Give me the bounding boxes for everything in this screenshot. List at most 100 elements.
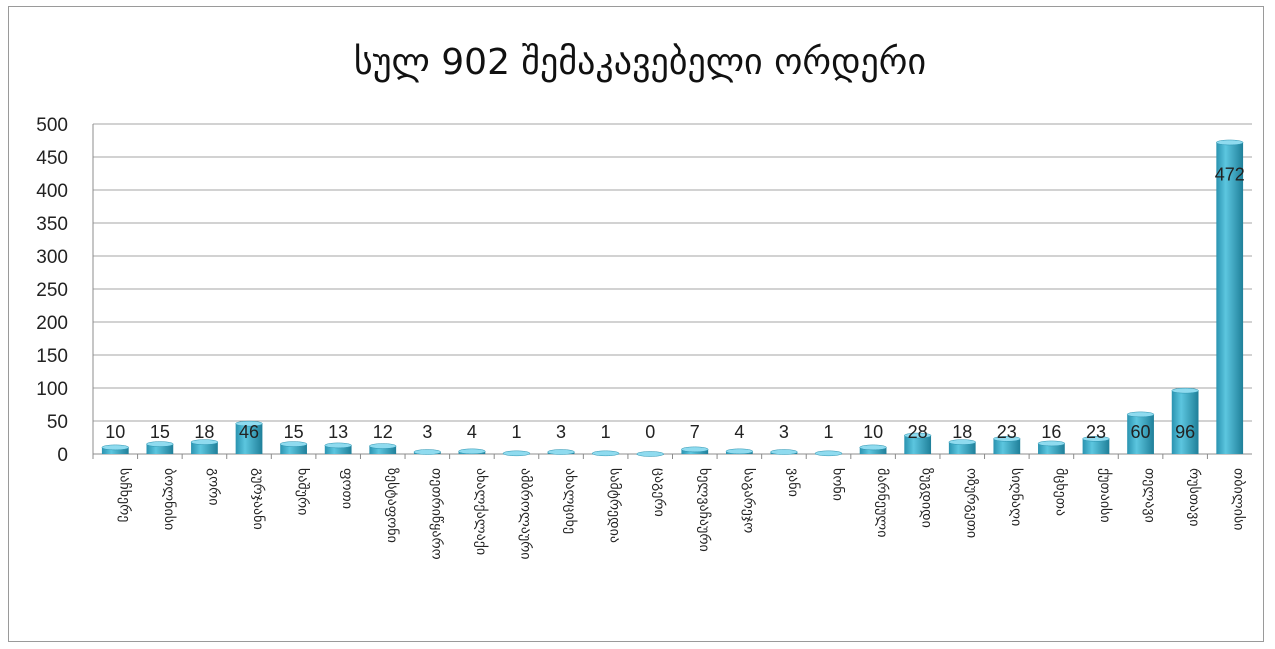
data-label: 23 (997, 422, 1017, 442)
bars (101, 139, 1244, 457)
data-label: 3 (556, 422, 566, 442)
y-tick-label: 350 (36, 214, 68, 235)
x-tick-label: საჩხერე (116, 468, 133, 522)
x-tick-label: თბილისი (1231, 468, 1247, 530)
data-label: 1 (601, 422, 611, 442)
data-label: 1 (824, 422, 834, 442)
chart-title: სულ 902 შემაკავებელი ორდერი (354, 42, 926, 83)
data-label: 15 (150, 422, 170, 442)
bar (904, 435, 932, 454)
y-tick-label: 250 (36, 280, 68, 301)
bar-top (1126, 411, 1155, 418)
bar-top (592, 450, 620, 457)
bar (1216, 142, 1244, 455)
x-tick-label: ხელვაჩაური (696, 468, 713, 552)
x-tick-label: ზესტაფონი (384, 468, 400, 543)
bar-top (458, 448, 486, 455)
bar-top (502, 450, 531, 457)
bar-top (1082, 436, 1110, 442)
data-label: 1 (511, 422, 521, 442)
bar (101, 447, 129, 454)
bar (235, 423, 263, 454)
bar (191, 442, 218, 454)
x-tick-label: საგარეჯო (740, 468, 757, 533)
bar-top (1037, 440, 1066, 447)
gridlines (93, 123, 1252, 455)
bar (324, 445, 352, 454)
y-tick-label: 0 (57, 445, 68, 466)
y-tick-label: 200 (36, 313, 68, 334)
x-tick-label: მცხეთა (1052, 468, 1068, 516)
bar-top (681, 446, 709, 453)
y-tick-label: 50 (47, 412, 68, 433)
data-label: 10 (863, 422, 883, 442)
bar-top (814, 450, 843, 457)
data-label: 12 (373, 422, 393, 442)
bar (1171, 390, 1199, 454)
bar-top (948, 439, 976, 445)
bar-top (324, 442, 352, 449)
x-tick-label: რუსთავი (1186, 468, 1203, 527)
y-tick-label: 300 (36, 247, 68, 268)
bar (948, 442, 976, 454)
data-label: 18 (194, 422, 214, 442)
y-tick-label: 100 (36, 379, 68, 400)
chart-frame (8, 6, 1264, 642)
bar-top (636, 451, 664, 457)
data-label: 10 (105, 422, 125, 442)
x-tick-label: გორი (205, 468, 222, 506)
bar-top (1216, 139, 1244, 146)
x-tick-label: ზუგდიდი (919, 468, 935, 528)
bar-top (190, 439, 219, 445)
data-label: 3 (422, 422, 432, 442)
data-label: 16 (1041, 422, 1061, 442)
data-label: 96 (1175, 422, 1195, 442)
x-tick-label: ბოლნისი (161, 468, 177, 530)
x-tick-label: ხონი (830, 468, 846, 501)
x-tick-label: სამტრედია (607, 468, 624, 543)
data-label: 18 (952, 422, 972, 442)
bar-top (993, 436, 1021, 442)
bar-top (547, 449, 575, 455)
x-tick-label: სიღნაღი (1008, 468, 1024, 526)
data-label: 60 (1131, 422, 1151, 442)
y-tick-label: 150 (36, 346, 68, 367)
bar-top (904, 432, 932, 439)
x-tick-label: ახალქალაქი (473, 468, 489, 555)
data-label: 3 (779, 422, 789, 442)
data-label: 4 (734, 422, 744, 442)
bar-top (413, 449, 441, 455)
y-axis: 0 50 100 150 200 250 300 350 400 450 500 (36, 115, 94, 466)
bar-top (1171, 387, 1199, 394)
y-tick-label: 400 (36, 181, 68, 202)
x-axis: საჩხერე ბოლნისი გორი გურჯაანი ხაშური ფოთი ზესტ… (92, 454, 1247, 560)
bar (369, 446, 397, 454)
data-label: 0 (645, 422, 655, 442)
data-label: 23 (1086, 422, 1106, 442)
data-label: 4 (467, 422, 477, 442)
data-label: 15 (284, 422, 304, 442)
x-tick-label: ქუთაისი (1097, 468, 1113, 523)
bar (1127, 414, 1154, 454)
x-tick-label: ვანი (785, 468, 801, 497)
x-tick-label: ახალციხე (562, 468, 578, 534)
bar (1038, 443, 1065, 454)
y-tick-label: 500 (36, 115, 68, 136)
data-label: 7 (690, 422, 700, 442)
x-tick-label: თეთრიწყარო (428, 468, 445, 560)
bar (993, 438, 1021, 454)
x-tick-label: ამბროლაური (517, 468, 534, 560)
x-tick-label: მარნეული (874, 468, 891, 537)
bar-top (859, 444, 887, 451)
x-tick-label: ოზურგეთი (963, 468, 980, 538)
x-tick-label: თელავი (1142, 468, 1158, 523)
bar (859, 447, 887, 454)
bar (280, 444, 307, 454)
x-tick-label: ფოთი (339, 468, 355, 509)
bar-top (101, 444, 129, 451)
x-tick-label: ხაშური (295, 468, 312, 515)
y-tick-label: 450 (36, 148, 68, 169)
bar-top (279, 441, 308, 447)
bar-top (725, 448, 753, 455)
